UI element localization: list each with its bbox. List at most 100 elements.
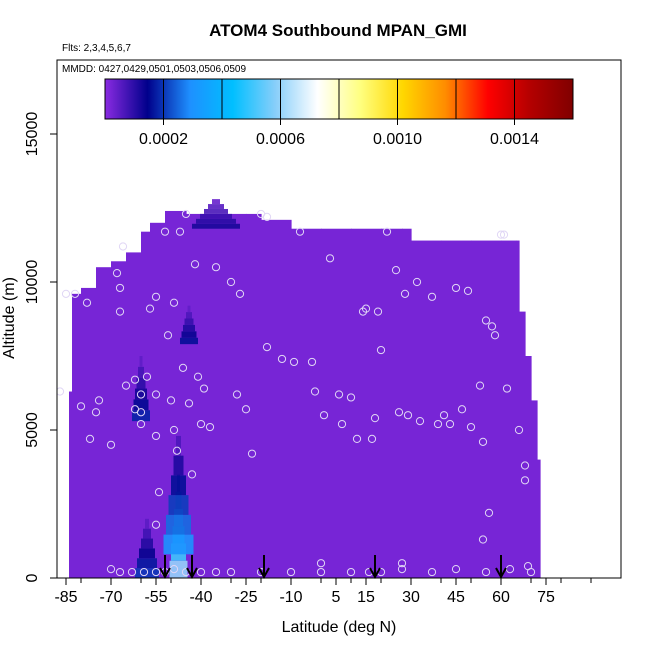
observation-point <box>361 304 371 313</box>
observation-point <box>181 209 191 219</box>
observation-point <box>316 567 326 577</box>
heatmap-field <box>69 199 541 578</box>
observation-point <box>154 488 164 497</box>
observation-point <box>499 230 509 239</box>
field-column <box>471 240 502 578</box>
observation-point <box>475 381 485 390</box>
observation-point <box>526 567 536 577</box>
observation-point <box>295 227 305 236</box>
x-tick-label: 15 <box>357 589 375 606</box>
observation-point <box>139 567 149 577</box>
observation-point <box>235 289 245 298</box>
flight-arrow-head <box>258 567 270 580</box>
observation-point <box>205 422 215 432</box>
observation-point <box>463 286 473 295</box>
field-feature-cell <box>171 475 186 496</box>
observation-point <box>391 266 401 275</box>
x-tick-label: 60 <box>492 589 510 606</box>
colorbar-dividers <box>163 79 515 119</box>
observation-point <box>112 269 122 278</box>
colorbar-tick-label: 0.0006 <box>256 131 305 148</box>
observation-point <box>352 434 362 443</box>
x-tick-label: 45 <box>447 589 465 606</box>
observation-point <box>196 419 206 429</box>
observation-point <box>199 384 209 393</box>
observation-point <box>478 437 488 446</box>
observation-point <box>115 283 125 293</box>
x-tick-label: -55 <box>144 589 167 606</box>
colorbar-ticks: 0.0002 0.0006 0.0010 0.0014 <box>139 119 539 148</box>
observation-point <box>118 242 128 251</box>
field-feature-cell <box>200 213 232 219</box>
observation-point <box>85 434 95 443</box>
observation-point <box>70 289 80 298</box>
flight-arrows <box>159 555 507 580</box>
y-tick-label: 15000 <box>24 112 41 157</box>
field-column <box>351 228 382 578</box>
field-feature-cell <box>137 558 157 569</box>
flight-arrow-head <box>186 567 198 580</box>
field-column <box>531 400 538 578</box>
observation-point <box>358 307 368 316</box>
observation-point <box>373 307 383 316</box>
y-axis: 0 5000 10000 15000 <box>24 112 57 582</box>
colorbar-tick-label: 0.0002 <box>139 131 188 148</box>
colorbar-tick-label: 0.0014 <box>490 131 539 148</box>
observation-point <box>187 470 197 479</box>
observation-point <box>337 419 347 429</box>
observation-point <box>94 396 104 405</box>
observation-point <box>91 408 101 417</box>
x-tick-label: -25 <box>234 589 257 606</box>
field-feature-cell <box>187 305 191 313</box>
x-tick-label: -10 <box>279 589 302 606</box>
observation-point <box>184 399 194 408</box>
observation-point <box>502 384 512 393</box>
y-tick-label: 5000 <box>24 412 41 448</box>
flight-arrow-head <box>369 567 381 580</box>
y-tick-label: 10000 <box>24 260 41 305</box>
observation-point <box>166 396 176 405</box>
observation-point <box>457 405 467 414</box>
field-feature-cell <box>181 331 197 338</box>
observation-point <box>136 419 146 429</box>
field-feature-cell <box>139 356 143 367</box>
colorbar-tick-label: 0.0010 <box>373 131 422 148</box>
observation-point <box>433 419 443 429</box>
x-tick-label: 30 <box>402 589 420 606</box>
field-feature-cell <box>204 208 228 214</box>
field-feature-cell <box>196 218 236 224</box>
observation-point <box>370 414 380 423</box>
x-axis-label: Latitude (deg N) <box>282 619 397 636</box>
field-column <box>402 228 412 578</box>
field-column <box>291 228 322 578</box>
observation-point <box>232 390 242 399</box>
observation-point <box>82 298 92 307</box>
observation-point <box>169 425 179 435</box>
observation-point <box>142 372 152 381</box>
field-column <box>216 213 247 578</box>
observation-point <box>520 476 530 485</box>
observation-point <box>175 227 185 236</box>
observation-point <box>481 567 491 577</box>
observation-point <box>478 535 488 544</box>
field-column <box>381 228 403 578</box>
plot-frame <box>56 59 622 579</box>
observation-point <box>121 381 131 390</box>
field-feature-cell <box>168 495 189 515</box>
observation-point <box>76 402 86 411</box>
observation-point <box>310 387 320 396</box>
field-column <box>537 459 541 578</box>
dates-label: MMDD: 0427,0429,0501,0503,0506,0509 <box>62 64 246 75</box>
observation-point <box>307 357 317 367</box>
observation-point <box>415 417 425 426</box>
observation-point <box>211 263 221 272</box>
observation-point <box>247 449 257 458</box>
observation-point <box>490 331 500 340</box>
observation-point <box>520 461 530 470</box>
field-feature-cell <box>136 377 146 389</box>
observation-point <box>316 559 326 568</box>
observation-point <box>394 408 404 417</box>
field-column <box>411 240 442 578</box>
observation-point <box>196 567 206 577</box>
